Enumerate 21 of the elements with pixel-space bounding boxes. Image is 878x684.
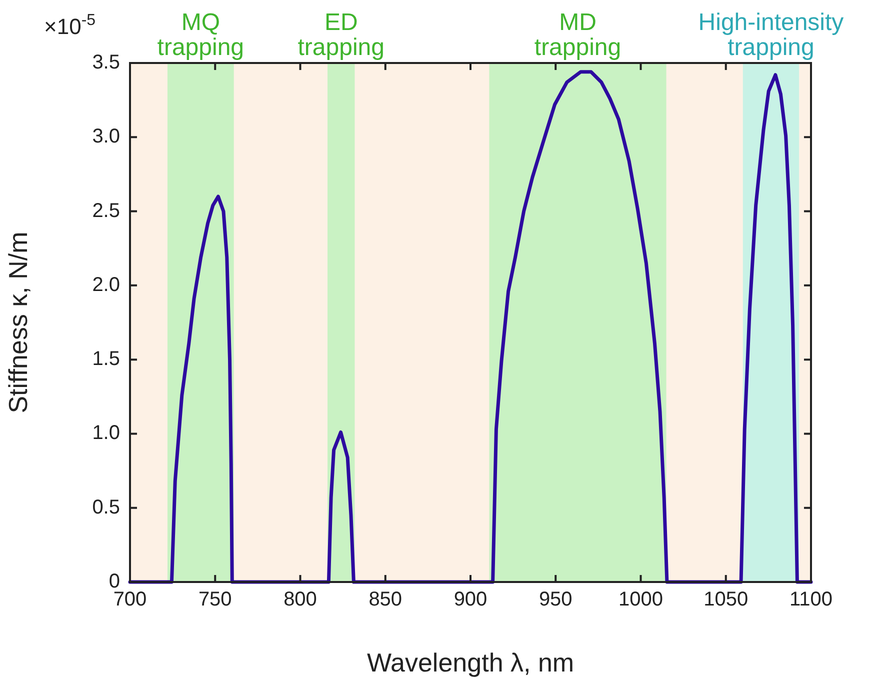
x-tick-label: 800 [284, 588, 317, 611]
x-tick-label: 1100 [789, 588, 833, 611]
band-label: ED trapping [298, 9, 384, 61]
x-tick-label: 750 [198, 588, 232, 611]
y-tick-label: 1.5 [92, 348, 120, 370]
x-tick-label: 950 [538, 588, 572, 611]
band-label: MQ trapping [157, 9, 244, 61]
band-label: High-intensity trapping [698, 9, 844, 61]
band-label: MD trapping [534, 9, 622, 61]
x-axis-title: Wavelength λ, nm [366, 648, 574, 678]
x-tick-label: 1000 [618, 588, 663, 611]
x-tick-label: 900 [454, 588, 488, 611]
y-tick-label: 2.0 [92, 274, 120, 296]
y-axis-title: Stiffness κ, N/m [2, 232, 33, 414]
y-tick-label: 1.0 [92, 422, 120, 444]
y-tick-label: 3.0 [92, 126, 120, 148]
y-tick-label: 0.5 [92, 496, 120, 518]
x-tick-label: 850 [368, 588, 402, 611]
x-tick-label: 1050 [704, 588, 748, 611]
y-tick-label: 3.5 [92, 52, 120, 74]
y-tick-label: 2.5 [92, 200, 120, 222]
